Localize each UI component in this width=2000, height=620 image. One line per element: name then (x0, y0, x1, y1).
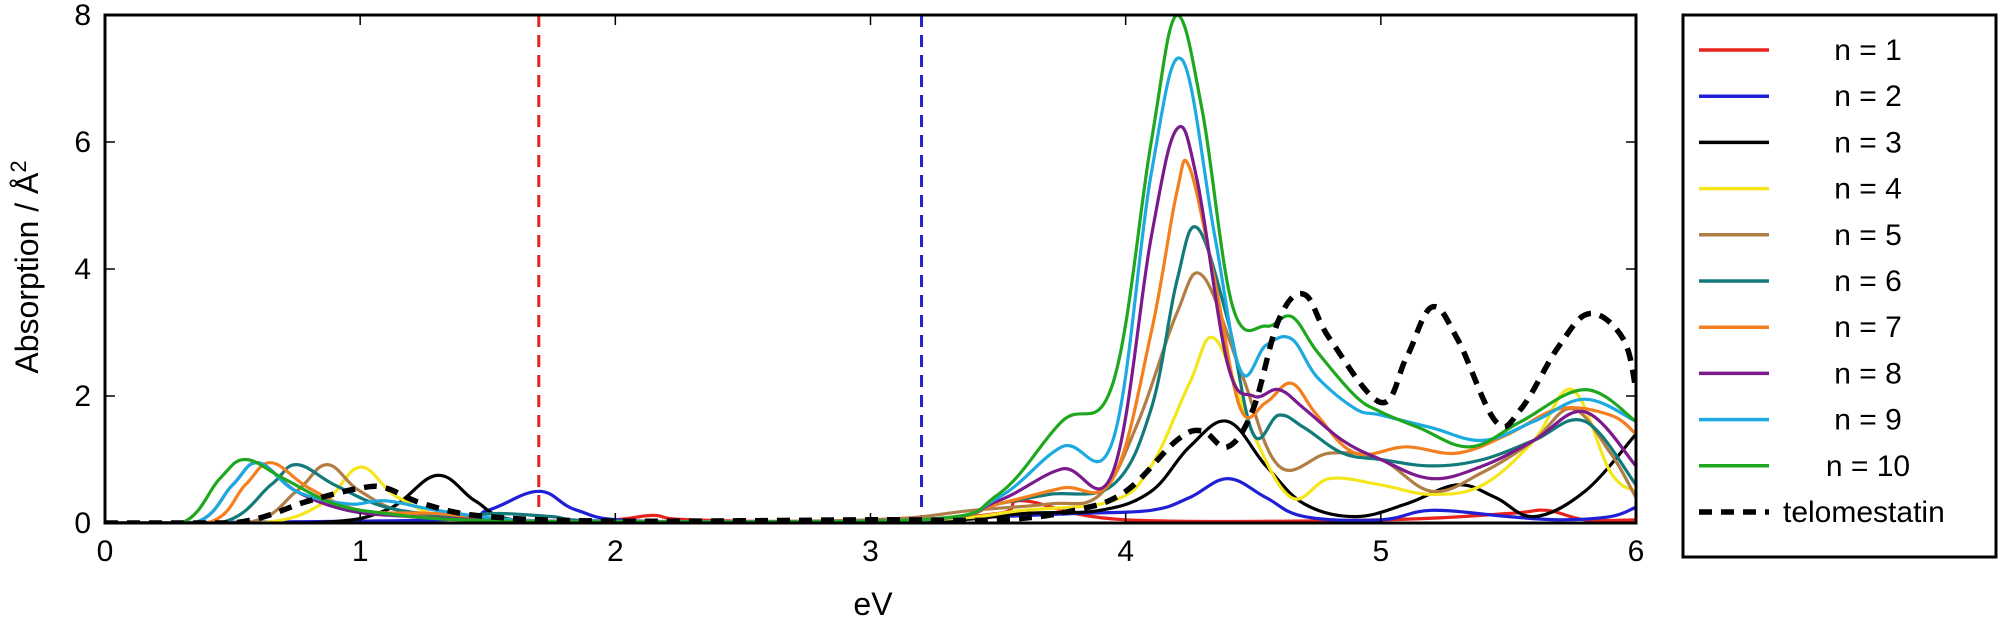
legend-label: n = 9 (1834, 404, 1902, 437)
legend-label: n = 7 (1834, 311, 1902, 344)
legend-label: n = 4 (1834, 173, 1902, 206)
y-axis-label: Absorption / Å2 (6, 160, 45, 373)
series-line-n-4 (105, 335, 1636, 523)
legend-label: n = 5 (1834, 219, 1902, 252)
x-tick-label: 4 (1117, 535, 1134, 568)
x-tick-label: 2 (607, 535, 624, 568)
legend: n = 1 n = 2 n = 3 n = 4 n = 5 n = 6 n = 7 n = 8… (1681, 13, 1998, 559)
legend-label: n = 6 (1834, 265, 1902, 298)
series-line-n-9 (105, 56, 1636, 523)
x-tick-label: 5 (1372, 535, 1389, 568)
y-tick-label: 8 (74, 0, 91, 32)
legend-label: telomestatin (1783, 496, 1945, 529)
legend-label: n = 8 (1834, 357, 1902, 390)
series-line-n-8 (105, 125, 1636, 523)
x-axis-label: eV (853, 586, 893, 620)
x-tick-label: 6 (1628, 535, 1645, 568)
legend-label: n = 2 (1834, 80, 1902, 113)
series-line-telomestatin (105, 290, 1636, 523)
x-tick-label: 3 (862, 535, 879, 568)
y-tick-label: 4 (74, 253, 91, 286)
y-tick-label: 6 (74, 126, 91, 159)
x-tick-label: 0 (97, 535, 114, 568)
legend-label: n = 1 (1834, 34, 1902, 67)
y-tick-label: 0 (74, 507, 91, 540)
y-tick-label: 2 (74, 380, 91, 413)
x-tick-label: 1 (352, 535, 369, 568)
series-group (105, 15, 1636, 523)
axes: 0 1 2 3 4 5 6 0 2 4 6 8 (74, 0, 1644, 568)
plot-area (105, 15, 1636, 523)
legend-label: n = 3 (1834, 126, 1902, 159)
legend-label: n = 10 (1826, 450, 1910, 483)
series-line-n-10 (105, 15, 1636, 523)
